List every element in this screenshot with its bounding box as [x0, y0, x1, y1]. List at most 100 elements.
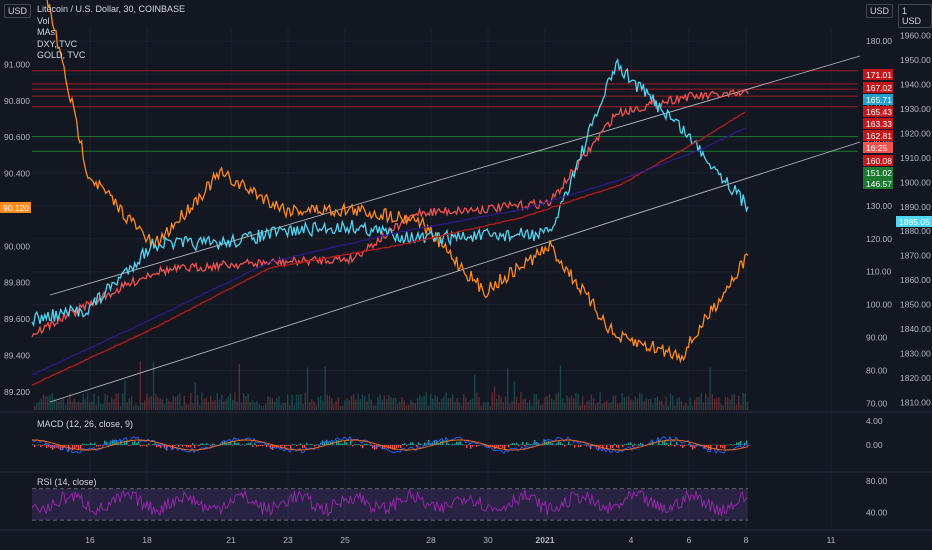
macd-histogram-bar — [138, 441, 140, 445]
macd-histogram-bar — [52, 445, 54, 450]
macd-histogram-bar — [236, 442, 238, 445]
volume-bar — [355, 399, 357, 410]
volume-bar — [482, 402, 485, 410]
volume-bar — [727, 397, 729, 410]
legend-vol[interactable]: Vol — [37, 15, 50, 26]
volume-bar — [309, 402, 311, 410]
volume-bar — [636, 398, 639, 410]
rsi-line — [31, 487, 748, 518]
volume-bar — [502, 401, 504, 410]
macd-histogram-bar — [208, 444, 210, 445]
rsi-label[interactable]: RSI (14, close) — [37, 477, 97, 487]
volume-bar — [696, 397, 698, 410]
volume-bar — [53, 397, 56, 410]
volume-bar — [623, 397, 625, 410]
volume-bar — [590, 394, 592, 410]
volume-bar — [731, 395, 733, 410]
volume-bar — [240, 402, 243, 410]
macd-histogram-bar — [142, 445, 144, 446]
volume-bar — [619, 403, 621, 410]
right-current-tag: 1885.05 — [896, 216, 932, 227]
volume-bar — [58, 401, 60, 410]
volume-bar — [720, 404, 722, 410]
volume-bar — [742, 392, 744, 410]
right-axis-label: 1820.00 — [900, 373, 931, 383]
volume-bar — [511, 401, 513, 410]
volume-bar — [592, 397, 595, 410]
volume-bar — [271, 397, 273, 410]
macd-histogram-bar — [78, 445, 80, 450]
volume-bar — [324, 366, 326, 410]
volume-bar — [412, 402, 414, 410]
volume-bar — [370, 399, 372, 410]
macd-histogram-bar — [156, 445, 158, 448]
legend-gold[interactable]: GOLD, TVC — [37, 50, 86, 60]
macd-histogram-bar — [192, 442, 194, 445]
macd-histogram-bar — [410, 442, 412, 445]
macd-histogram-bar — [456, 441, 458, 445]
macd-histogram-bar — [518, 445, 520, 447]
left-unit-label[interactable]: USD — [4, 4, 32, 18]
volume-bar — [161, 399, 163, 410]
volume-bar — [185, 404, 188, 410]
volume-bar — [452, 393, 454, 410]
volume-bar — [513, 381, 515, 410]
macd-histogram-bar — [182, 445, 184, 447]
volume-bar — [729, 399, 731, 410]
right-unit-label-b[interactable]: 1 USD — [898, 4, 932, 28]
volume-bar — [588, 400, 590, 410]
macd-histogram-bar — [300, 443, 302, 445]
macd-histogram-bar — [298, 444, 300, 445]
volume-bar — [379, 394, 381, 410]
price-tag-text: 171.01 — [866, 70, 892, 80]
macd-histogram-bar — [148, 443, 150, 445]
macd-histogram-bar — [694, 445, 696, 449]
volume-bar — [361, 394, 364, 410]
volume-bar — [232, 399, 234, 410]
volume-bar — [430, 394, 432, 410]
macd-histogram-bar — [460, 441, 462, 445]
macd-histogram-bar — [122, 444, 124, 445]
macd-histogram-bar — [506, 445, 508, 446]
volume-bar — [128, 398, 130, 410]
macd-histogram-bar — [522, 441, 524, 445]
price-tags: 171.01 167.02 165.71 165.43 163.33 162.81 16:2… — [0, 69, 932, 227]
volume-bar — [247, 393, 249, 410]
volume-bar — [192, 403, 194, 410]
volume-bar — [689, 397, 691, 410]
macd-histogram-bar — [238, 442, 240, 445]
legend-dxy[interactable]: DXY, TVC — [37, 38, 78, 49]
macd-histogram-bar — [400, 445, 402, 449]
volume-bar — [493, 386, 496, 410]
volume-bar — [40, 398, 42, 410]
volume-bar — [194, 382, 196, 410]
left-axis-label: 91.000 — [4, 59, 30, 69]
macd-histogram-bar — [160, 445, 162, 449]
volume-bar — [694, 399, 696, 410]
volume-bar — [106, 395, 108, 410]
volume-bar — [709, 367, 711, 410]
time-axis-label: 11 — [827, 535, 836, 545]
macd-histogram-bar — [424, 442, 426, 445]
volume-bar — [62, 398, 64, 410]
macd-histogram-bar — [382, 445, 384, 449]
volume-bar — [293, 404, 295, 410]
macd-histogram-bar — [498, 445, 500, 448]
macd-histogram-bar — [610, 445, 612, 449]
macd-label[interactable]: MACD (12, 26, close, 9) — [37, 419, 134, 429]
right-unit-label-a[interactable]: USD — [866, 4, 894, 18]
volume-bar — [144, 400, 146, 410]
volume-bar — [625, 396, 628, 410]
macd-histogram-bar — [508, 445, 510, 448]
legend-symbol[interactable]: Litecoin / U.S. Dollar, 30, COINBASE — [37, 4, 186, 14]
macd-histogram-bar — [96, 445, 98, 447]
macd-histogram-bar — [352, 445, 354, 447]
macd-histogram-bar — [394, 445, 396, 451]
macd-histogram-bar — [124, 440, 126, 445]
legend-mas[interactable]: MAs — [37, 27, 55, 37]
macd-pane — [31, 435, 750, 454]
macd-histogram-bar — [570, 444, 572, 445]
volume-bar — [733, 393, 735, 410]
macd-histogram-bar — [286, 445, 288, 447]
